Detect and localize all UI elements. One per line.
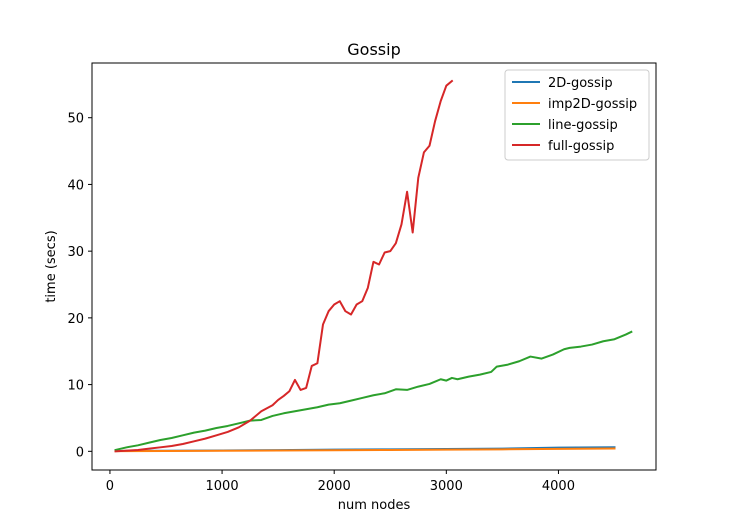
y-tick-label-0: 0 — [76, 445, 84, 460]
plot-area — [114, 79, 633, 453]
y-tick-label-5: 50 — [67, 112, 84, 127]
legend-label-0: 2D-gossip — [548, 76, 613, 91]
chart-title: Gossip — [347, 40, 400, 59]
x-axis-label: num nodes — [338, 498, 411, 513]
y-axis-ticks: 0 10 20 30 40 50 — [67, 112, 92, 460]
x-tick-label-3: 3000 — [430, 479, 463, 494]
y-tick-label-1: 10 — [67, 379, 84, 394]
legend: 2D-gossip imp2D-gossip line-gossip full-gos… — [504, 69, 650, 161]
axes-frame — [91, 62, 657, 471]
legend-label-3: full-gossip — [548, 139, 614, 154]
y-tick-label-3: 30 — [67, 245, 84, 260]
legend-label-2: line-gossip — [548, 118, 618, 133]
y-axis-label: time (secs) — [44, 230, 59, 302]
y-tick-label-2: 20 — [67, 312, 84, 327]
x-tick-label-4: 4000 — [542, 479, 575, 494]
series-line-2 — [114, 330, 633, 452]
x-tick-label-0: 0 — [106, 479, 114, 494]
legend-label-1: imp2D-gossip — [548, 97, 637, 112]
series-line-3 — [114, 79, 454, 453]
legend-box — [504, 69, 650, 161]
y-tick-label-4: 40 — [67, 178, 84, 193]
x-tick-label-2: 2000 — [318, 479, 351, 494]
series-line-1 — [114, 447, 616, 453]
x-axis-ticks: 0 1000 2000 3000 4000 — [106, 470, 575, 494]
x-tick-label-1: 1000 — [206, 479, 239, 494]
